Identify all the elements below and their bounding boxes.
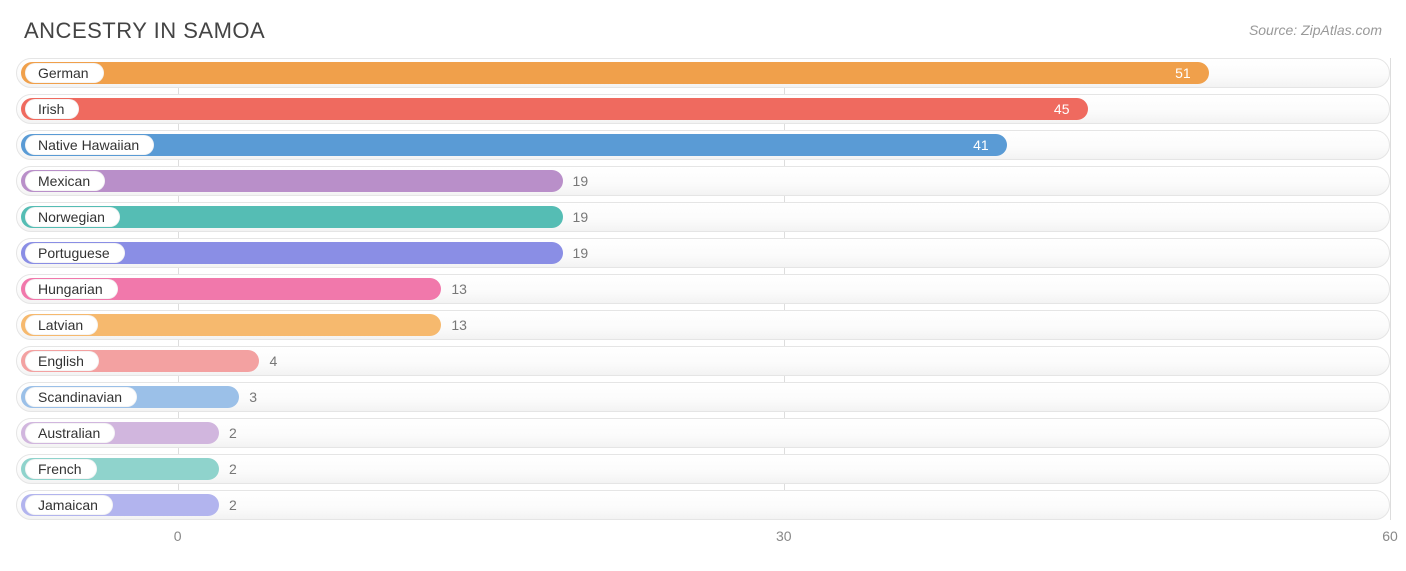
- bar-fill: [21, 62, 1209, 84]
- category-pill: German: [25, 63, 104, 83]
- bar-row: Native Hawaiian 41: [16, 130, 1390, 160]
- x-axis-tick-label: 0: [174, 528, 182, 544]
- category-pill: English: [25, 351, 99, 371]
- x-axis: 03060: [16, 526, 1390, 550]
- bar-row: Mexican 19: [16, 166, 1390, 196]
- bar-value-label: 51: [1175, 59, 1191, 87]
- category-pill: Portuguese: [25, 243, 125, 263]
- bar-value-label: 19: [573, 239, 589, 267]
- bar-row: Irish 45: [16, 94, 1390, 124]
- x-axis-tick-label: 30: [776, 528, 792, 544]
- category-pill: Irish: [25, 99, 79, 119]
- bar-row: Jamaican 2: [16, 490, 1390, 520]
- bar-fill: [21, 98, 1088, 120]
- bar-row: Norwegian 19: [16, 202, 1390, 232]
- bar-fill: [21, 134, 1007, 156]
- category-pill: Hungarian: [25, 279, 118, 299]
- bar-row: English 4: [16, 346, 1390, 376]
- chart-title: ANCESTRY IN SAMOA: [24, 18, 265, 44]
- category-pill: Mexican: [25, 171, 105, 191]
- chart-header: ANCESTRY IN SAMOA Source: ZipAtlas.com: [0, 0, 1406, 44]
- bar-value-label: 4: [269, 347, 277, 375]
- bar-value-label: 2: [229, 455, 237, 483]
- bar-row: Portuguese 19: [16, 238, 1390, 268]
- bar-value-label: 19: [573, 203, 589, 231]
- category-pill: Latvian: [25, 315, 98, 335]
- category-pill: Australian: [25, 423, 115, 443]
- grid-line: [1390, 58, 1391, 520]
- bar-value-label: 13: [451, 275, 467, 303]
- category-pill: French: [25, 459, 97, 479]
- bar-value-label: 2: [229, 419, 237, 447]
- bar-value-label: 19: [573, 167, 589, 195]
- bar-value-label: 13: [451, 311, 467, 339]
- bar-row: Latvian 13: [16, 310, 1390, 340]
- chart-source: Source: ZipAtlas.com: [1249, 18, 1382, 38]
- bar-series: German 51 Irish 45 Native Hawaiian 41 Mexican 1…: [16, 58, 1390, 520]
- category-pill: Norwegian: [25, 207, 120, 227]
- bar-value-label: 41: [973, 131, 989, 159]
- category-pill: Scandinavian: [25, 387, 137, 407]
- bar-row: German 51: [16, 58, 1390, 88]
- bar-row: Scandinavian 3: [16, 382, 1390, 412]
- bar-value-label: 2: [229, 491, 237, 519]
- bar-value-label: 3: [249, 383, 257, 411]
- bar-row: Australian 2: [16, 418, 1390, 448]
- category-pill: Native Hawaiian: [25, 135, 154, 155]
- category-pill: Jamaican: [25, 495, 113, 515]
- chart-plot-area: German 51 Irish 45 Native Hawaiian 41 Mexican 1…: [16, 58, 1390, 550]
- bar-value-label: 45: [1054, 95, 1070, 123]
- bar-row: French 2: [16, 454, 1390, 484]
- bar-row: Hungarian 13: [16, 274, 1390, 304]
- x-axis-tick-label: 60: [1382, 528, 1398, 544]
